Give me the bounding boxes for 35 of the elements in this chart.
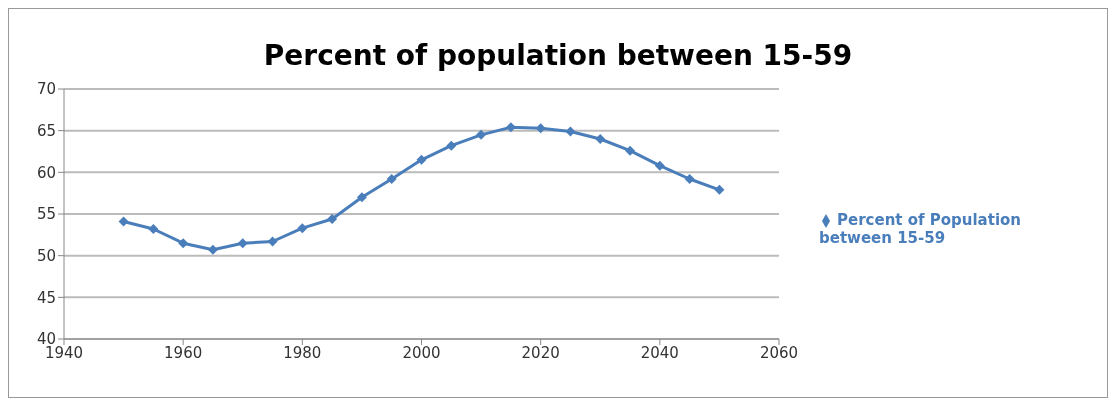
point bbox=[178, 238, 189, 249]
x-tick-label: 1980 bbox=[283, 343, 322, 362]
chart-title: Percent of population between 15-59 bbox=[262, 38, 854, 74]
point bbox=[297, 223, 308, 234]
point bbox=[356, 192, 367, 203]
point bbox=[267, 236, 278, 247]
point bbox=[237, 238, 248, 249]
point bbox=[654, 160, 665, 171]
y-tick-label: 65 bbox=[36, 121, 56, 140]
y-tick-label: 50 bbox=[36, 246, 56, 265]
x-tick-label: 2000 bbox=[402, 343, 441, 362]
point bbox=[416, 154, 427, 165]
point bbox=[118, 216, 129, 227]
point bbox=[714, 184, 725, 195]
point bbox=[565, 126, 576, 137]
y-tick-label: 55 bbox=[36, 205, 56, 224]
point bbox=[684, 174, 695, 184]
x-tick-label: 1960 bbox=[164, 343, 203, 362]
point bbox=[535, 123, 546, 134]
point bbox=[505, 122, 516, 133]
point bbox=[327, 214, 338, 224]
point bbox=[595, 134, 606, 144]
legend-label: Percent of Population between 15-59 bbox=[819, 211, 1022, 247]
x-tick-label: 2040 bbox=[640, 343, 679, 362]
point bbox=[386, 174, 397, 184]
point bbox=[148, 224, 159, 234]
point bbox=[446, 140, 457, 151]
y-tick-label: 45 bbox=[36, 288, 56, 307]
point bbox=[625, 145, 636, 156]
y-tick-label: 60 bbox=[36, 163, 56, 182]
x-tick-label: 2020 bbox=[521, 343, 560, 362]
y-tick-label: 70 bbox=[36, 80, 56, 99]
point bbox=[207, 244, 218, 255]
x-tick-label: 2060 bbox=[759, 343, 799, 362]
point bbox=[476, 129, 487, 140]
